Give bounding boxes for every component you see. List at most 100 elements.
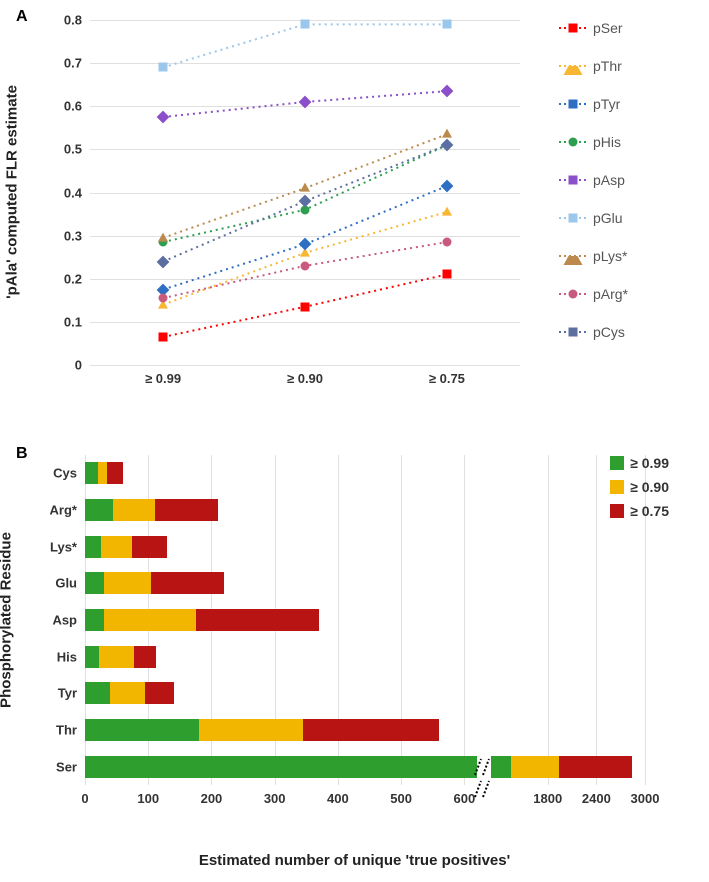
chart-b-xtick-label: 500 [390, 791, 412, 806]
chart-b-bar-segment [104, 572, 151, 594]
chart-a-legend-label: pLys* [593, 248, 628, 264]
chart-a-series-line [90, 20, 520, 365]
chart-b-bar-segment [107, 462, 123, 484]
chart-b-bar-row [85, 462, 645, 484]
chart-b-bar-row [85, 609, 645, 631]
chart-b-bar-segment [511, 756, 559, 778]
chart-b-bar-segment [491, 756, 511, 778]
chart-b-bar-segment [85, 462, 98, 484]
legend-marker-icon [564, 57, 583, 75]
chart-b-legend-item: ≥ 0.90 [610, 479, 669, 495]
legend-swatch-icon [610, 504, 624, 518]
chart-a-ytick-label: 0.4 [64, 185, 82, 200]
chart-b-bar-row [85, 572, 645, 594]
chart-b-bar-segment [151, 572, 224, 594]
chart-b-bar-segment [196, 609, 319, 631]
chart-b-category-label: Ser [56, 759, 77, 774]
chart-a-legend-item: pHis [559, 134, 699, 150]
chart-b-category-label: Arg* [50, 503, 77, 518]
panel-a: A 'pAla' computed FLR estimate 00.10.20.… [0, 0, 709, 410]
axis-break-icon [473, 779, 491, 799]
chart-b-bar-segment [134, 646, 156, 668]
chart-b-xtick-label: 3000 [631, 791, 660, 806]
chart-b-xtick-label: 200 [201, 791, 223, 806]
chart-a-xtick-label: ≥ 0.90 [287, 371, 323, 386]
chart-b-xtick-label: 0 [81, 791, 88, 806]
chart-a-legend-item: pArg* [559, 286, 699, 302]
chart-b-bar-segment [85, 719, 199, 741]
chart-b-legend-item: ≥ 0.75 [610, 503, 669, 519]
chart-b-bar-row [85, 646, 645, 668]
axis-break-icon [473, 757, 491, 777]
legend-marker-icon [569, 100, 578, 109]
chart-a-legend-label: pAsp [593, 172, 625, 188]
chart-b-bar-segment [98, 462, 107, 484]
panel-b: B Phosphorylated Residue 010020030040050… [0, 445, 709, 875]
chart-b-legend: ≥ 0.99 ≥ 0.90 ≥ 0.75 [610, 455, 669, 527]
chart-b-bar-segment [85, 572, 104, 594]
chart-b-x-axis-label: Estimated number of unique 'true positiv… [199, 852, 510, 869]
chart-a-legend-label: pCys [593, 324, 625, 340]
chart-b-legend-item: ≥ 0.99 [610, 455, 669, 471]
chart-a-legend-item: pSer [559, 20, 699, 36]
chart-a-ytick-label: 0.7 [64, 56, 82, 71]
chart-b-bar-segment [85, 536, 101, 558]
chart-b-bar-segment [155, 499, 218, 521]
chart-a-ytick-label: 0.6 [64, 99, 82, 114]
chart-a-ytick-label: 0.5 [64, 142, 82, 157]
chart-a-legend-label: pSer [593, 20, 623, 36]
chart-a-legend-label: pHis [593, 134, 621, 150]
chart-a-legend-label: pGlu [593, 210, 623, 226]
chart-b-bar-segment [85, 499, 113, 521]
chart-a-legend-item: pThr [559, 58, 699, 74]
chart-b-bar-row [85, 719, 645, 741]
legend-marker-icon [564, 247, 583, 265]
chart-b-category-label: Thr [56, 723, 77, 738]
chart-b-bar-segment [132, 536, 167, 558]
chart-a-ytick-label: 0.8 [64, 13, 82, 28]
chart-b-xtick-label: 2400 [582, 791, 611, 806]
chart-b-xtick-label: 300 [264, 791, 286, 806]
chart-b-bar-segment [104, 609, 196, 631]
chart-b-bar-segment [199, 719, 303, 741]
chart-b-xtick-label: 100 [137, 791, 159, 806]
chart-b-bar-row [85, 499, 645, 521]
legend-marker-icon [569, 328, 578, 337]
chart-b-xtick-label: 1800 [533, 791, 562, 806]
chart-b-legend-label: ≥ 0.75 [630, 503, 669, 519]
legend-marker-icon [569, 24, 578, 33]
chart-a-legend-label: pThr [593, 58, 622, 74]
chart-a-legend-item: pTyr [559, 96, 699, 112]
chart-a-plot-area: 00.10.20.30.40.50.60.70.8≥ 0.99≥ 0.90≥ 0… [90, 20, 520, 365]
chart-b-bar-row [85, 682, 645, 704]
chart-a-xtick-label: ≥ 0.99 [145, 371, 181, 386]
chart-b-category-label: Cys [53, 466, 77, 481]
chart-b-bar-segment [85, 646, 99, 668]
chart-b-legend-label: ≥ 0.90 [630, 479, 669, 495]
chart-a-legend-label: pArg* [593, 286, 628, 302]
chart-a-ytick-label: 0.2 [64, 271, 82, 286]
chart-b-bar-segment [85, 682, 110, 704]
chart-b-bar-segment [559, 756, 632, 778]
chart-b-category-label: His [57, 649, 77, 664]
page: A 'pAla' computed FLR estimate 00.10.20.… [0, 0, 709, 882]
chart-a-legend-item: pCys [559, 324, 699, 340]
legend-marker-icon [569, 138, 578, 147]
chart-b-category-label: Glu [55, 576, 77, 591]
chart-b-bar-segment [303, 719, 439, 741]
chart-b-bar-row [85, 756, 645, 778]
chart-a-legend-item: pLys* [559, 248, 699, 264]
chart-b-bar-segment [99, 646, 134, 668]
chart-b-bar-segment [113, 499, 154, 521]
chart-a-legend-item: pAsp [559, 172, 699, 188]
chart-a-legend: pSer pThr pTyr pHis pAsp pGlu pLys* pArg* pCys [559, 20, 699, 362]
chart-b-xtick-label: 600 [453, 791, 475, 806]
chart-b-xtick-label: 400 [327, 791, 349, 806]
chart-b-category-label: Asp [52, 613, 77, 628]
chart-b-bar-segment [85, 609, 104, 631]
chart-a-y-axis-label: 'pAla' computed FLR estimate [4, 85, 21, 299]
chart-b-category-label: Lys* [50, 539, 77, 554]
chart-a-ytick-label: 0.1 [64, 314, 82, 329]
legend-marker-icon [569, 176, 578, 185]
chart-b-legend-label: ≥ 0.99 [630, 455, 669, 471]
